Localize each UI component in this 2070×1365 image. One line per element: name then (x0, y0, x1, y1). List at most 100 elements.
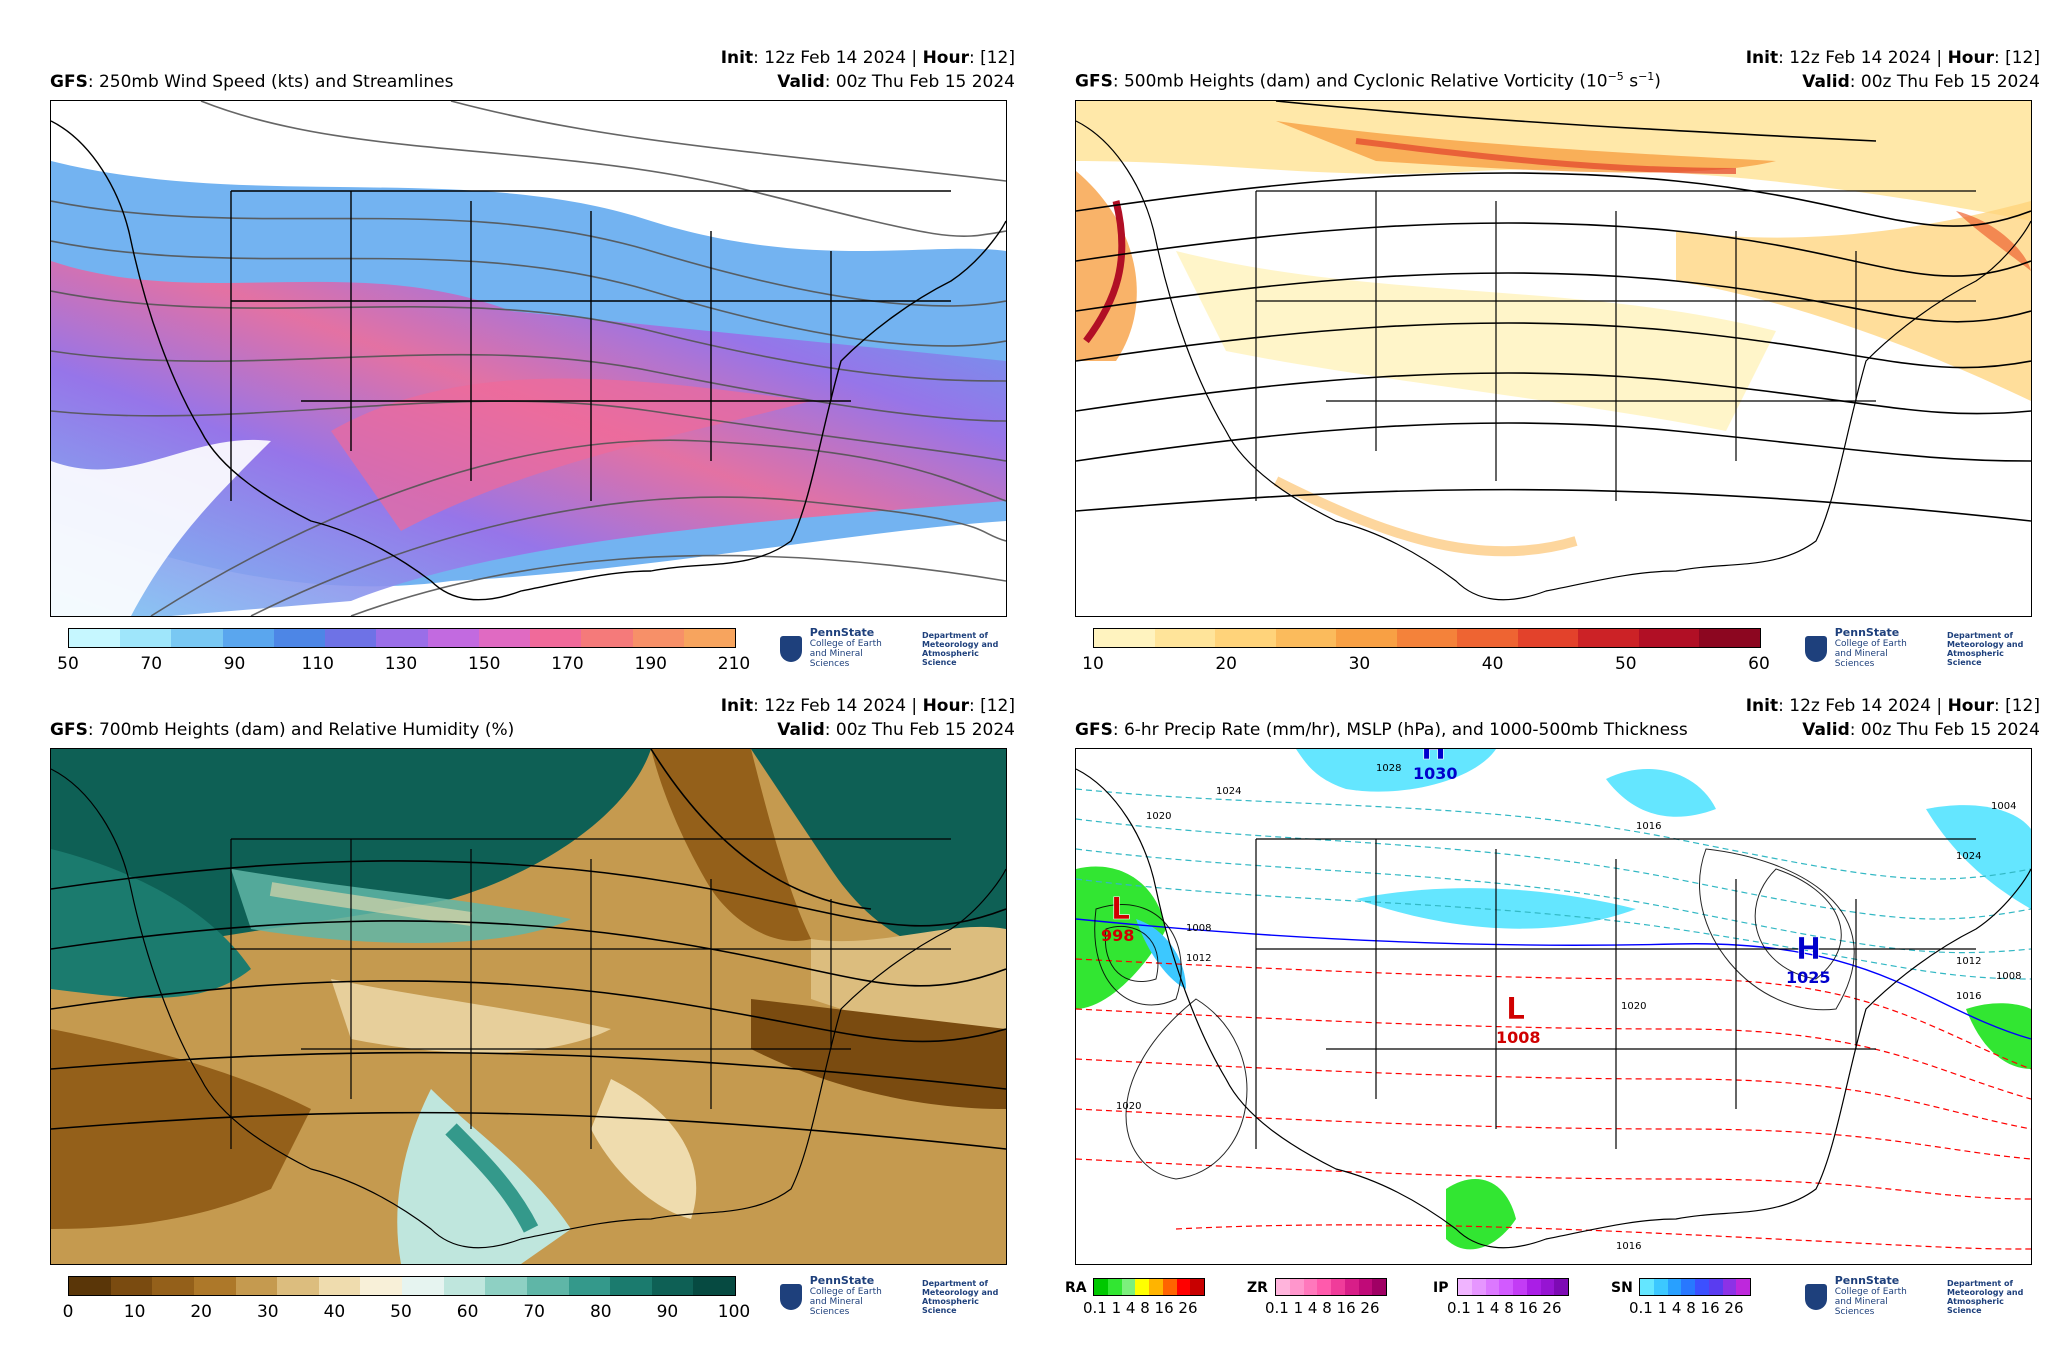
svg-text:1016: 1016 (1636, 821, 1661, 832)
pennstate-logo: PennState College of Earth and Mineral Sci… (1805, 627, 2040, 669)
rh-map (50, 748, 1007, 1265)
colorbar-swatch (318, 1277, 361, 1295)
colorbar-swatch (110, 1277, 153, 1295)
colorbar-swatch (235, 1277, 278, 1295)
svg-text:1025: 1025 (1786, 968, 1831, 987)
colorbar-swatch (1638, 629, 1700, 647)
colorbar-swatch (1485, 1279, 1500, 1295)
ptype-label-sn: SN (1611, 1280, 1633, 1296)
shield-icon (1805, 1283, 1827, 1310)
colorbar-swatch (1640, 1279, 1654, 1295)
colorbar-swatch (120, 629, 172, 647)
colorbar-swatch (1695, 1279, 1709, 1295)
colorbar-swatch (1699, 629, 1761, 647)
colorbar-swatch (1303, 1279, 1318, 1295)
wind-map (50, 100, 1007, 617)
valid-line: Valid: 00z Thu Feb 15 2024 (1802, 720, 2040, 740)
colorbar-swatch (693, 1277, 735, 1295)
colorbar-swatch (526, 1277, 569, 1295)
colorbar-swatch (1190, 1279, 1204, 1295)
colorbar-swatch (1457, 629, 1518, 647)
colorbar-swatch (1094, 629, 1155, 647)
valid-line: Valid: 00z Thu Feb 15 2024 (1802, 72, 2040, 92)
vorticity-map-svg (1076, 101, 2031, 616)
colorbar-swatch (1176, 1279, 1191, 1295)
init-line: Init: 12z Feb 14 2024 | Hour: [12] (720, 48, 1015, 68)
colorbar-swatch (443, 1277, 486, 1295)
colorbar-swatch (273, 629, 326, 647)
colorbar-swatch (1578, 629, 1639, 647)
colorbar-swatch (1667, 1279, 1682, 1295)
svg-text:H: H (1796, 932, 1821, 967)
colorbar-swatch (222, 629, 274, 647)
colorbar-swatch (69, 629, 121, 647)
colorbar-swatch (1554, 1279, 1568, 1295)
colorbar-swatch (1653, 1279, 1668, 1295)
panel-title: GFS: 500mb Heights (dam) and Cyclonic Re… (1075, 70, 1661, 92)
svg-text:H: H (1421, 749, 1446, 767)
colorbar-swatch (568, 1277, 611, 1295)
ptype-bar-ip (1457, 1278, 1569, 1296)
colorbar-swatch (1107, 1279, 1122, 1295)
colorbar-swatch (69, 1277, 111, 1295)
colorbar-swatch (277, 1277, 319, 1295)
colorbar-swatch (325, 629, 377, 647)
ptype-ticks-zr: 0.1 1 4 8 16 26 (1265, 1299, 1380, 1317)
colorbar-swatch (193, 1277, 236, 1295)
colorbar-swatch (402, 1277, 444, 1295)
wind-map-svg (51, 101, 1006, 616)
svg-text:1024: 1024 (1216, 786, 1241, 797)
svg-text:1004: 1004 (1991, 801, 2016, 812)
colorbar-swatch (1289, 1279, 1304, 1295)
panel-precip-mslp: Init: 12z Feb 14 2024 | Hour: [12] GFS: … (1065, 696, 2040, 1336)
colorbar-swatch (530, 629, 582, 647)
colorbar-swatch (1540, 1279, 1555, 1295)
colorbar-swatch (651, 1277, 694, 1295)
vorticity-map (1075, 100, 2032, 617)
colorbar-swatch (376, 629, 428, 647)
colorbar-swatch (1358, 1279, 1373, 1295)
ptype-label-zr: ZR (1247, 1280, 1268, 1296)
colorbar-swatch (632, 629, 684, 647)
svg-text:1008: 1008 (1496, 1028, 1541, 1047)
colorbar-swatch (1372, 1279, 1386, 1295)
colorbar-swatch (427, 629, 479, 647)
colorbar-swatch (1149, 1279, 1163, 1295)
colorbar-swatch (581, 629, 633, 647)
shield-icon (780, 1283, 802, 1310)
rh-colorbar (68, 1276, 736, 1296)
svg-text:1020: 1020 (1146, 811, 1171, 822)
colorbar-swatch (1276, 1279, 1290, 1295)
panel-500mb-vorticity: Init: 12z Feb 14 2024 | Hour: [12] GFS: … (1075, 48, 2040, 674)
precip-map-svg: 1028 1024 1020 1016 1004 1008 1012 1020 … (1076, 749, 2031, 1264)
ptype-ticks-ra: 0.1 1 4 8 16 26 (1083, 1299, 1198, 1317)
colorbar-swatch (1331, 1279, 1345, 1295)
colorbar-swatch (171, 629, 223, 647)
rh-map-svg (51, 749, 1006, 1264)
init-line: Init: 12z Feb 14 2024 | Hour: [12] (1745, 696, 2040, 716)
colorbar-swatch (1162, 1279, 1177, 1295)
pennstate-logo: PennState College of Earth and Mineral Sci… (1805, 1275, 2040, 1317)
colorbar-swatch (1154, 629, 1216, 647)
colorbar-swatch (1681, 1279, 1695, 1295)
svg-text:1020: 1020 (1116, 1101, 1141, 1112)
colorbar-swatch (360, 1277, 402, 1295)
pennstate-logo: PennState College of Earth and Mineral Sci… (780, 627, 1015, 669)
svg-text:1016: 1016 (1616, 1241, 1641, 1252)
colorbar-swatch (1094, 1279, 1108, 1295)
colorbar-swatch (1722, 1279, 1737, 1295)
panel-title: GFS: 250mb Wind Speed (kts) and Streamli… (50, 72, 454, 92)
colorbar-swatch (1513, 1279, 1527, 1295)
svg-text:1012: 1012 (1956, 956, 1981, 967)
colorbar-swatch (1135, 1279, 1149, 1295)
colorbar-swatch (1736, 1279, 1750, 1295)
colorbar-swatch (1121, 1279, 1136, 1295)
init-line: Init: 12z Feb 14 2024 | Hour: [12] (1745, 48, 2040, 68)
svg-text:998: 998 (1101, 926, 1134, 945)
colorbar-swatch (1499, 1279, 1513, 1295)
wind-colorbar (68, 628, 736, 648)
shield-icon (1805, 635, 1827, 662)
colorbar-swatch (478, 629, 531, 647)
valid-line: Valid: 00z Thu Feb 15 2024 (777, 72, 1015, 92)
colorbar-swatch (683, 629, 736, 647)
